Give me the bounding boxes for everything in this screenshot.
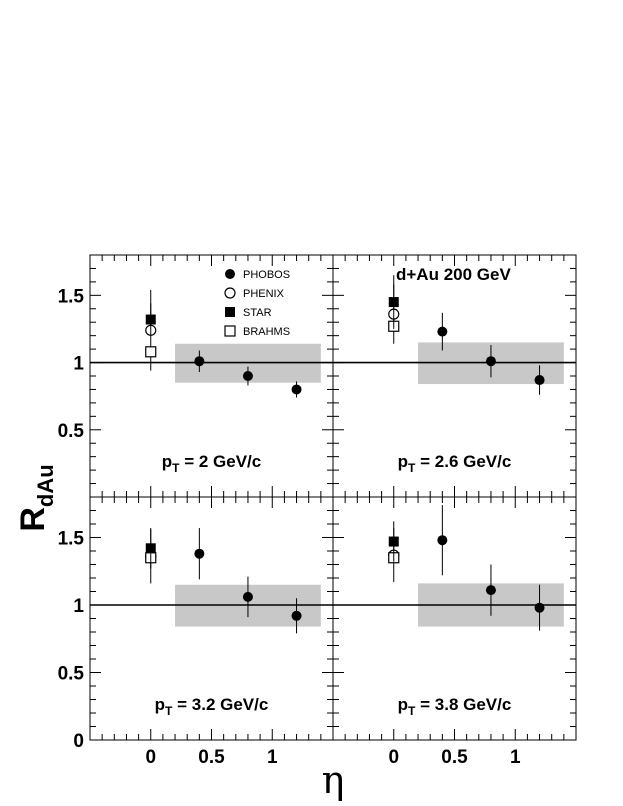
panel-2-pt-label-sub: T [408, 461, 416, 475]
y-tick-label: 0.5 [58, 421, 85, 442]
legend-marker-phobos [225, 269, 235, 279]
y-tick-label: 0 [73, 731, 84, 752]
panel-1-phobos-point-1 [194, 356, 205, 367]
panel-1-brahms-point-1 [145, 346, 157, 358]
panel-2-pt-label: pT = 2.6 GeV/c [398, 452, 512, 475]
panel-2-phobos-point-1 [437, 326, 448, 337]
legend-label-phenix: PHENIX [243, 288, 285, 300]
legend-marker-brahms [224, 325, 236, 337]
x-tick-label: 1 [510, 747, 521, 768]
panel-3-star-point-1 [145, 543, 156, 554]
panel-4-pt-label-value: = 3.8 GeV/c [415, 695, 511, 714]
panel-2-star-point-1 [388, 297, 399, 308]
x-axis-title: η [322, 758, 345, 802]
legend-label-phobos: PHOBOS [243, 269, 290, 281]
data-points [145, 275, 545, 634]
y-tick-label: 1.5 [58, 529, 85, 550]
y-tick-label: 0.5 [58, 664, 85, 685]
panel-4-pt-label: pT = 3.8 GeV/c [398, 695, 512, 718]
panel-3-pt-label-prefix: p [155, 695, 165, 714]
panel-1-pt-label: pT = 2 GeV/c [162, 452, 261, 475]
panel-1-pt-label-value: = 2 GeV/c [179, 452, 261, 471]
legend-marker-star [225, 307, 235, 317]
panel-2-phobos-point-3 [534, 375, 545, 386]
x-tick-label: 0.5 [441, 747, 468, 768]
panel-4-pt-label-sub: T [408, 704, 416, 718]
legend-marker-phenix [224, 287, 236, 299]
panel-2-pt-label-value: = 2.6 GeV/c [415, 452, 511, 471]
panel-3-phobos-point-1 [194, 548, 205, 559]
panel-3-phobos-point-3 [291, 610, 302, 621]
panel-4-pt-label-prefix: p [398, 695, 408, 714]
y-axis-title: RdAu [14, 464, 58, 531]
x-tick-label: 0.5 [198, 747, 225, 768]
legend-label-brahms: BRAHMS [243, 326, 290, 338]
panel-3-pt-label-sub: T [165, 704, 173, 718]
y-axis-title-sub: dAu [33, 464, 58, 507]
x-tick-label: 0 [388, 747, 399, 768]
panel-1-star-point-1 [145, 314, 156, 325]
panel-1-pt-label-prefix: p [162, 452, 172, 471]
axis-ticks [90, 255, 576, 740]
panel-labels: pT = 2 GeV/c pT = 2.6 GeV/cpT = 3.2 GeV/c… [155, 452, 512, 718]
panel-4-phobos-point-3 [534, 602, 545, 613]
panel-3-phobos-point-2 [242, 591, 253, 602]
panel-3-pt-label-value: = 3.2 GeV/c [172, 695, 268, 714]
panel-1-phobos-point-3 [291, 384, 302, 395]
legend-label-star: STAR [243, 307, 272, 319]
panel-1-pt-label-sub: T [172, 461, 180, 475]
legend: PHOBOS PHENIX STAR BRAHMS [224, 269, 290, 338]
panel-2-pt-label-prefix: p [398, 452, 408, 471]
y-tick-label: 1.5 [58, 286, 85, 307]
y-axis-title-main: R [14, 507, 52, 532]
panel-4-phobos-point-1 [437, 535, 448, 546]
x-tick-label: 1 [267, 747, 278, 768]
panel-1-phobos-point-2 [242, 371, 253, 381]
systematic-bands [175, 342, 564, 627]
y-tick-label: 1 [73, 354, 84, 375]
chart-title: d+Au 200 GeV [396, 265, 511, 284]
panel-4-star-point-1 [388, 536, 399, 547]
legend-markers [224, 269, 236, 337]
reference-lines [90, 361, 576, 606]
x-tick-label: 0 [145, 747, 156, 768]
axis-tick-labels: 1.5 1 0.5 1.5 1 0.5 0 0 0.5 1 0 0.5 1 [58, 286, 521, 768]
panel-3-pt-label: pT = 3.2 GeV/c [155, 695, 269, 718]
panel-4-phobos-point-2 [485, 585, 496, 596]
y-tick-label: 1 [73, 596, 84, 617]
panel-2-phobos-point-2 [485, 356, 496, 367]
